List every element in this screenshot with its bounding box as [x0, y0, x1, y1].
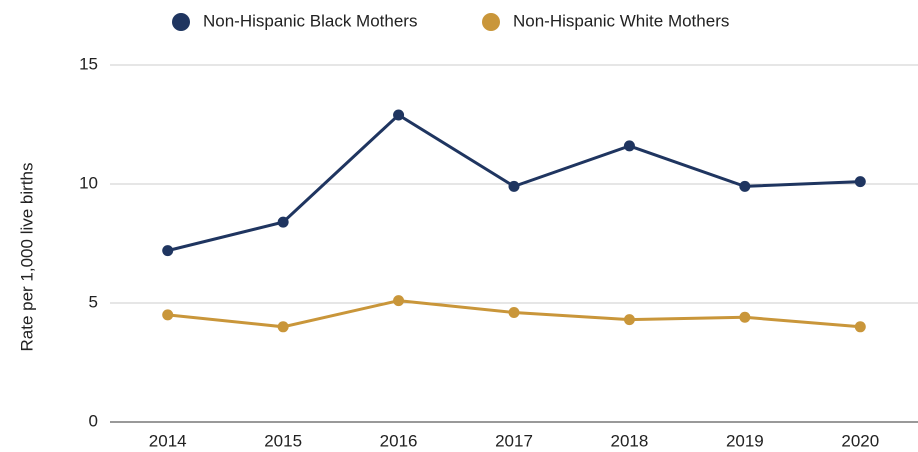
y-axis-label: Rate per 1,000 live births — [17, 163, 36, 352]
data-point — [162, 245, 174, 257]
data-point — [508, 180, 520, 192]
data-point — [739, 180, 751, 192]
y-tick-label: 0 — [89, 411, 98, 430]
x-tick-label: 2014 — [149, 431, 187, 450]
x-tick-label: 2018 — [611, 431, 649, 450]
legend-label: Non-Hispanic White Mothers — [513, 11, 729, 30]
y-tick-label: 10 — [79, 173, 98, 192]
data-point — [393, 295, 405, 307]
data-point — [854, 176, 866, 188]
x-tick-label: 2019 — [726, 431, 764, 450]
legend-marker — [482, 13, 500, 31]
data-point — [508, 307, 520, 319]
data-point — [623, 314, 635, 326]
data-point — [277, 216, 289, 228]
data-point — [739, 311, 751, 323]
y-tick-label: 15 — [79, 54, 98, 73]
x-tick-label: 2015 — [264, 431, 302, 450]
x-tick-label: 2016 — [380, 431, 418, 450]
x-tick-label: 2017 — [495, 431, 533, 450]
legend-label: Non-Hispanic Black Mothers — [203, 11, 417, 30]
y-tick-label: 5 — [89, 292, 98, 311]
data-point — [277, 321, 289, 333]
data-point — [854, 321, 866, 333]
data-point — [623, 140, 635, 152]
data-point — [162, 309, 174, 321]
legend-marker — [172, 13, 190, 31]
x-tick-label: 2020 — [841, 431, 879, 450]
data-point — [393, 109, 405, 121]
